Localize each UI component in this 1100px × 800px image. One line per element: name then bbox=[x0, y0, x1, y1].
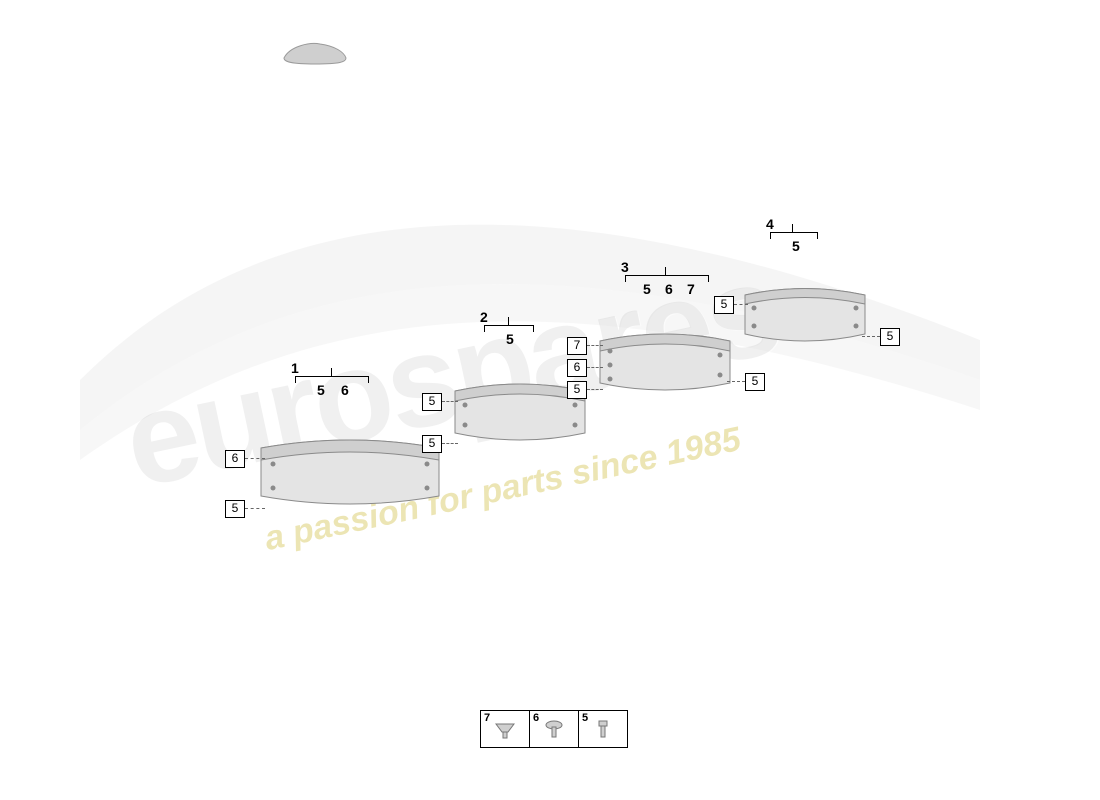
part-2-callout-1: 5 bbox=[422, 435, 442, 453]
part-2-lead-0 bbox=[442, 401, 458, 402]
part-2-index: 2 bbox=[480, 309, 488, 325]
legend-ref-6: 6 bbox=[533, 712, 539, 724]
part-3-index: 3 bbox=[621, 259, 629, 275]
part-3-callout-1: 6 bbox=[567, 359, 587, 377]
legend-ref-7: 7 bbox=[484, 712, 490, 724]
part-3-subref-2: 7 bbox=[687, 281, 695, 297]
part-3-shape bbox=[595, 325, 735, 405]
part-4-lead-1 bbox=[862, 336, 880, 337]
part-1-lead-0 bbox=[245, 458, 265, 459]
part-3: 3 5 6 7 7 6 5 5 bbox=[595, 325, 735, 405]
legend-ref-5: 5 bbox=[582, 712, 588, 724]
diagram-canvas: eurospares a passion for parts since 198… bbox=[0, 0, 1100, 800]
part-4-index: 4 bbox=[766, 216, 774, 232]
part-4-callout-0: 5 bbox=[714, 296, 734, 314]
countersunk-screw-icon bbox=[492, 718, 518, 740]
part-3-subref-0: 5 bbox=[643, 281, 651, 297]
part-1-subref-0: 5 bbox=[317, 382, 325, 398]
car-silhouette-icon bbox=[280, 38, 350, 68]
part-4-shape bbox=[740, 280, 870, 355]
part-4: 4 5 5 5 bbox=[740, 280, 870, 355]
part-1-shape bbox=[255, 430, 445, 520]
part-3-callout-0: 7 bbox=[567, 337, 587, 355]
part-3-lead-2 bbox=[587, 389, 603, 390]
part-3-lead-1 bbox=[587, 367, 603, 368]
legend-cell-6: 6 bbox=[530, 711, 579, 747]
part-1: 1 5 6 6 5 bbox=[255, 430, 445, 520]
part-1-lead-1 bbox=[245, 508, 265, 509]
part-1-bracket bbox=[295, 376, 369, 383]
part-3-lead-0 bbox=[587, 345, 603, 346]
part-4-subref-0: 5 bbox=[792, 238, 800, 254]
legend-cell-5: 5 bbox=[579, 711, 627, 747]
part-1-index: 1 bbox=[291, 360, 299, 376]
part-2-subref-0: 5 bbox=[506, 331, 514, 347]
part-3-subref-1: 6 bbox=[665, 281, 673, 297]
part-1-callout-0: 6 bbox=[225, 450, 245, 468]
part-1-subref-1: 6 bbox=[341, 382, 349, 398]
part-3-callout-3: 5 bbox=[745, 373, 765, 391]
part-3-callout-2: 5 bbox=[567, 381, 587, 399]
hardware-legend: 7 6 5 bbox=[480, 710, 628, 748]
pan-screw-icon bbox=[541, 718, 567, 740]
stud-icon bbox=[590, 718, 616, 740]
part-1-callout-1: 5 bbox=[225, 500, 245, 518]
part-3-bracket-tick bbox=[665, 267, 666, 275]
part-2-callout-0: 5 bbox=[422, 393, 442, 411]
legend-cell-7: 7 bbox=[481, 711, 530, 747]
part-1-bracket-tick bbox=[331, 368, 332, 376]
part-3-lead-3 bbox=[727, 381, 745, 382]
part-4-callout-1: 5 bbox=[880, 328, 900, 346]
part-2-bracket-tick bbox=[508, 317, 509, 325]
part-2-lead-1 bbox=[442, 443, 458, 444]
part-4-bracket-tick bbox=[792, 224, 793, 232]
part-4-lead-0 bbox=[734, 304, 748, 305]
